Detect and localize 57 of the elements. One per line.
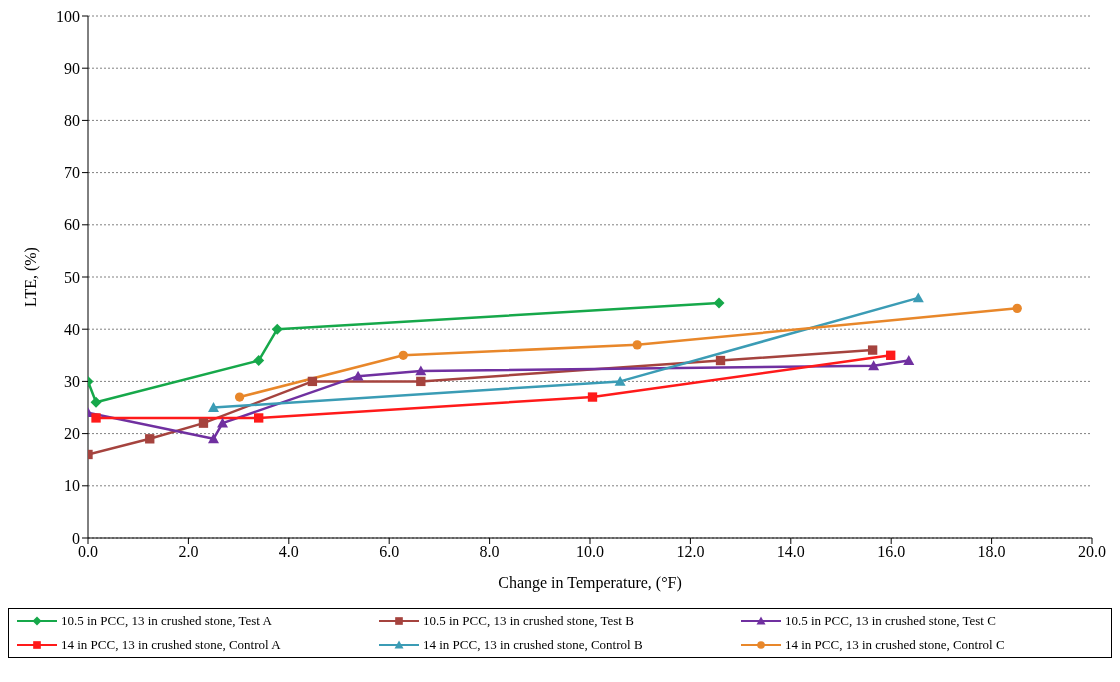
legend-label: 14 in PCC, 13 in crushed stone, Control C [785, 637, 1005, 653]
point [253, 355, 265, 367]
legend-label: 14 in PCC, 13 in crushed stone, Control A [61, 637, 281, 653]
x-tick-label: 18.0 [977, 543, 1006, 561]
y-tick-label: 60 [64, 216, 80, 234]
y-tick-label: 70 [64, 164, 80, 182]
point [91, 413, 101, 423]
point [198, 418, 209, 428]
point [90, 396, 102, 408]
point [352, 370, 364, 381]
point [208, 402, 219, 412]
point [208, 433, 219, 444]
point [234, 392, 245, 402]
point [903, 355, 915, 365]
legend-label: 10.5 in PCC, 13 in crushed stone, Test B [423, 613, 634, 629]
point [715, 355, 726, 366]
point [912, 292, 924, 303]
point [1012, 303, 1022, 313]
point [217, 417, 229, 428]
point [398, 350, 408, 360]
point [415, 365, 427, 376]
y-axis-title: LTE, (%) [21, 247, 40, 307]
y-tick-label: 0 [72, 529, 80, 547]
y-tick-label: 40 [64, 320, 80, 338]
point [632, 340, 642, 350]
x-tick-label: 8.0 [479, 543, 500, 561]
legend-label: 14 in PCC, 13 in crushed stone, Control B [423, 637, 643, 653]
point [145, 434, 155, 444]
legend-label: 10.5 in PCC, 13 in crushed stone, Test A [61, 613, 272, 629]
x-tick-label: 10.0 [576, 543, 604, 561]
x-tick-label: 4.0 [278, 543, 299, 561]
point [886, 350, 896, 360]
x-tick-label: 2.0 [178, 543, 199, 561]
x-tick-label: 12.0 [676, 543, 705, 561]
point [307, 376, 318, 387]
point [271, 323, 283, 335]
y-tick-label: 90 [64, 59, 80, 77]
x-tick-label: 6.0 [379, 543, 400, 561]
y-tick-label: 50 [64, 268, 80, 286]
y-tick-label: 10 [64, 477, 80, 495]
point [587, 392, 598, 402]
y-tick-label: 20 [64, 425, 80, 443]
point [614, 375, 626, 386]
x-tick-label: 14.0 [776, 543, 805, 561]
x-tick-label: 16.0 [877, 543, 906, 561]
point [867, 345, 878, 355]
point [416, 376, 426, 387]
point [868, 360, 880, 371]
y-tick-label: 100 [56, 7, 80, 25]
x-tick-label: 20.0 [1078, 543, 1106, 561]
point [713, 297, 725, 309]
legend-label: 10.5 in PCC, 13 in crushed stone, Test C [785, 613, 996, 629]
x-axis-title: Change in Temperature, (°F) [498, 574, 682, 592]
y-tick-label: 30 [64, 373, 80, 391]
x-tick-label: 0.0 [78, 543, 98, 561]
point [254, 413, 264, 423]
y-tick-label: 80 [64, 112, 80, 130]
